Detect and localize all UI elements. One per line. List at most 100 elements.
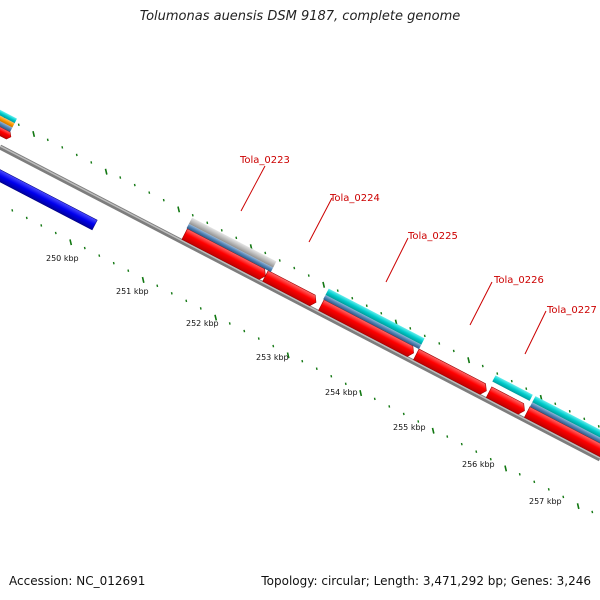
tick-mark [69,239,73,246]
orange-feature[interactable] [0,108,15,128]
tick-mark [17,123,20,127]
tick-mark [119,176,122,179]
tick-mark [98,254,101,257]
tick-mark [496,372,499,375]
cyan-feature[interactable] [325,288,425,345]
tick-mark [54,231,57,235]
cyan-feature[interactable] [0,103,17,124]
tick-mark [322,281,326,288]
tick-mark [46,138,49,142]
tick-mark [104,168,108,175]
gene-label-tola-0223[interactable]: Tola_0223 [239,155,290,166]
tick-mark [257,337,260,340]
tick-label: 251 kbp [116,287,149,296]
tick-label: 253 kbp [256,353,289,362]
tick-mark [562,495,565,499]
tick-mark [510,379,513,383]
tick-mark [554,402,557,406]
tick-mark [32,130,36,138]
gene-label-tola-0227[interactable]: Tola_0227 [546,305,597,316]
tick-mark [61,146,64,149]
accession-text: Accession: NC_012691 [9,574,146,588]
tick-mark [148,191,151,194]
tick-mark [359,390,363,397]
tick-mark [336,289,339,292]
tick-mark [533,480,536,484]
steel-feature[interactable] [529,402,600,458]
cyan-feature[interactable] [532,396,600,454]
page-title: Tolumonas auensis DSM 9187, complete gen… [139,9,461,24]
tick-mark [293,266,296,270]
cds-arrow[interactable] [413,348,489,396]
tick-mark [373,397,376,401]
gene-label-tola-0225[interactable]: Tola_0225 [407,231,458,242]
tick-mark [591,510,594,514]
steel-feature[interactable] [0,112,13,132]
gene-label-tola-0224[interactable]: Tola_0224 [329,193,380,204]
tick-mark [481,364,484,368]
tick-mark [133,183,136,187]
tick-mark [409,327,412,330]
tick-mark [597,425,600,428]
steel-feature[interactable] [323,294,422,350]
tick-mark [365,304,368,308]
tick-mark [170,292,173,295]
tick-mark [25,216,28,220]
tick-dots [3,115,600,514]
tick-mark [446,435,449,438]
tick-mark [141,276,145,283]
genome-backbone [0,144,600,462]
tick-mark [467,357,471,364]
tick-label: 256 kbp [462,460,495,469]
tick-marks [32,130,580,510]
tick-mark [388,405,391,408]
tick-mark [518,472,521,476]
cds-arrow[interactable] [523,406,600,470]
tick-mark [431,427,435,434]
tick-mark [315,367,318,371]
tick-mark [228,322,231,325]
tick-mark [307,274,310,277]
tick-mark [547,488,550,491]
cds-track-reverse [0,116,600,470]
cds-forward[interactable] [0,150,98,231]
tick-mark [330,374,333,378]
tick-mark [127,269,130,272]
genome-backbone-highlight [0,145,600,459]
gray-feature[interactable] [188,217,277,268]
tick-mark [112,261,115,265]
tick-mark [243,329,246,333]
steel-feature-track [0,112,600,458]
tick-mark [475,450,478,453]
tick-mark [40,224,43,227]
steel-feature[interactable] [186,223,274,273]
tick-label: 252 kbp [186,319,219,328]
gene-label-tola-0226[interactable]: Tola_0226 [493,275,544,286]
genome-summary-text: Topology: circular; Length: 3,471,292 bp… [261,574,591,588]
tick-mark [156,284,159,288]
tick-label: 250 kbp [46,254,79,263]
tick-mark [286,352,290,359]
tick-mark [344,382,347,386]
tick-mark [214,314,218,321]
tick-mark [583,417,586,421]
tick-label: 254 kbp [325,388,358,397]
upper-feature-track [0,103,600,454]
tick-mark [301,359,304,363]
cds-arrow[interactable] [262,270,319,308]
tick-labels: 250 kbp 251 kbp 252 kbp 253 kbp 254 kbp … [46,254,562,506]
gene-leader-lines [240,165,547,355]
tick-mark [191,213,194,217]
tick-mark [206,221,209,225]
tick-mark [452,349,455,353]
tick-mark [402,412,405,416]
tick-mark [460,442,463,446]
cds-arrow[interactable] [485,386,527,416]
tick-mark [525,387,528,390]
cyan-feature[interactable] [492,375,533,401]
tick-mark [351,296,354,300]
tick-mark [417,420,420,423]
tick-mark [489,457,492,461]
tick-label: 257 kbp [529,497,562,506]
